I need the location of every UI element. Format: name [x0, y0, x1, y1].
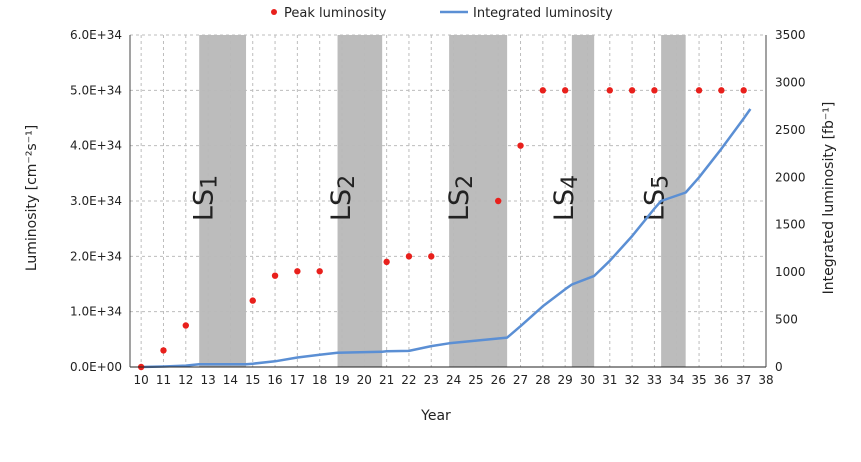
shutdown-label-sub: 1: [198, 175, 223, 189]
peak-luminosity-point: [383, 258, 390, 266]
y-tick-label-right: 3500: [775, 28, 806, 42]
legend-peak-label: Peak luminosity: [284, 6, 387, 21]
legend: Peak luminosity Integrated luminosity: [271, 6, 613, 21]
peak-luminosity-point: [249, 297, 256, 304]
x-tick-label: 15: [245, 373, 260, 387]
y-tick-label-right: 3000: [775, 75, 806, 89]
shutdown-label: LS5: [639, 175, 673, 221]
peak-luminosity-point: [160, 347, 167, 354]
peak-luminosity-point: [561, 87, 569, 94]
x-tick-label: 21: [379, 373, 394, 387]
shutdown-label-base: LS: [326, 189, 357, 221]
x-tick-label: 22: [401, 373, 416, 387]
x-tick-label: 33: [647, 373, 662, 387]
x-tick-label: 20: [357, 373, 372, 387]
y-tick-label-left: 0.0E+00: [70, 360, 122, 374]
x-tick-label: 34: [669, 373, 684, 387]
shutdown-label-sub: 2: [453, 175, 478, 189]
y-tick-label-right: 2000: [775, 170, 806, 184]
peak-luminosity-point: [182, 322, 189, 329]
peak-luminosity-point: [294, 268, 301, 275]
shutdown-label-sub: 5: [648, 175, 673, 189]
x-tick-label: 10: [134, 373, 149, 387]
x-tick-label: 24: [446, 373, 461, 387]
x-tick-label: 36: [714, 373, 729, 387]
x-tick-label: 35: [691, 373, 706, 387]
x-tick-label: 13: [200, 373, 215, 387]
x-tick-label: 30: [580, 373, 595, 387]
peak-luminosity-point: [271, 272, 279, 279]
y-tick-label-right: 1000: [775, 265, 806, 279]
shutdown-label-base: LS: [444, 189, 475, 221]
x-tick-label: 29: [558, 373, 573, 387]
legend-peak-marker: [271, 9, 277, 15]
shutdown-label-base: LS: [189, 189, 220, 221]
x-tick-label: 26: [491, 373, 506, 387]
shutdown-band: [337, 35, 383, 367]
x-tick-label: 12: [178, 373, 193, 387]
y-tick-label-right: 500: [775, 313, 798, 327]
integrated-luminosity-line: [141, 108, 752, 369]
x-tick-label: 37: [736, 373, 751, 387]
shutdown-label: LS4: [549, 175, 583, 221]
shutdown-label: LS2: [444, 175, 478, 221]
peak-luminosity-point: [539, 87, 547, 94]
x-tick-label: 18: [312, 373, 327, 387]
peak-luminosity-series: [137, 87, 747, 371]
peak-luminosity-point: [405, 253, 413, 260]
peak-luminosity-point: [495, 197, 502, 205]
y-tick-label-right: 0: [775, 360, 783, 374]
legend-integrated-label: Integrated luminosity: [473, 6, 613, 21]
peak-luminosity-point: [316, 268, 323, 275]
y-tick-label-left: 2.0E+34: [70, 249, 122, 263]
peak-luminosity-point: [651, 87, 658, 94]
x-tick-label: 19: [334, 373, 349, 387]
y-tick-label-left: 6.0E+34: [70, 28, 122, 42]
y-tick-label-right: 1500: [775, 218, 806, 232]
x-tick-label: 16: [267, 373, 282, 387]
shutdown-band: [199, 35, 247, 367]
y-tick-label-left: 5.0E+34: [70, 83, 122, 97]
peak-luminosity-point: [718, 87, 725, 94]
x-tick-label: 38: [758, 373, 773, 387]
x-tick-label: 32: [624, 373, 639, 387]
peak-luminosity-point: [517, 142, 524, 149]
y-axis-title-right: Integrated luminosity [fb⁻¹]: [821, 102, 837, 295]
axes: [129, 35, 767, 368]
x-tick-label: 23: [424, 373, 439, 387]
shutdown-label-base: LS: [549, 189, 580, 221]
shutdown-label: LS1: [189, 175, 223, 221]
y-axis-title-left: Luminosity [cm⁻²s⁻¹]: [24, 125, 40, 271]
x-tick-label: 14: [223, 373, 238, 387]
y-tick-label-left: 3.0E+34: [70, 194, 122, 208]
shutdown-band: [571, 35, 595, 367]
y-tick-label-left: 4.0E+34: [70, 139, 122, 153]
x-tick-label: 25: [468, 373, 483, 387]
y-tick-label-right: 2500: [775, 123, 806, 137]
tick-labels: 0.0E+00 1.0E+34 2.0E+34 3.0E+34 4.0E+34 5.0E+…: [70, 28, 806, 387]
x-tick-label: 17: [290, 373, 305, 387]
shutdown-label: LS2: [326, 175, 360, 221]
peak-luminosity-point: [740, 87, 747, 94]
shutdown-band: [661, 35, 686, 367]
peak-luminosity-point: [695, 87, 703, 94]
peak-luminosity-point: [606, 87, 613, 94]
shutdown-label-sub: 4: [558, 175, 583, 189]
x-tick-label: 11: [156, 373, 171, 387]
y-tick-label-left: 1.0E+34: [70, 305, 122, 319]
shutdown-label-base: LS: [639, 189, 670, 221]
peak-luminosity-point: [628, 87, 636, 94]
x-axis-title: Year: [420, 408, 451, 424]
integrated-luminosity-series: [141, 108, 752, 369]
x-tick-label: 27: [513, 373, 528, 387]
x-tick-label: 28: [535, 373, 550, 387]
peak-luminosity-point: [428, 253, 435, 260]
shutdown-label-sub: 2: [335, 175, 360, 189]
x-tick-label: 31: [602, 373, 617, 387]
